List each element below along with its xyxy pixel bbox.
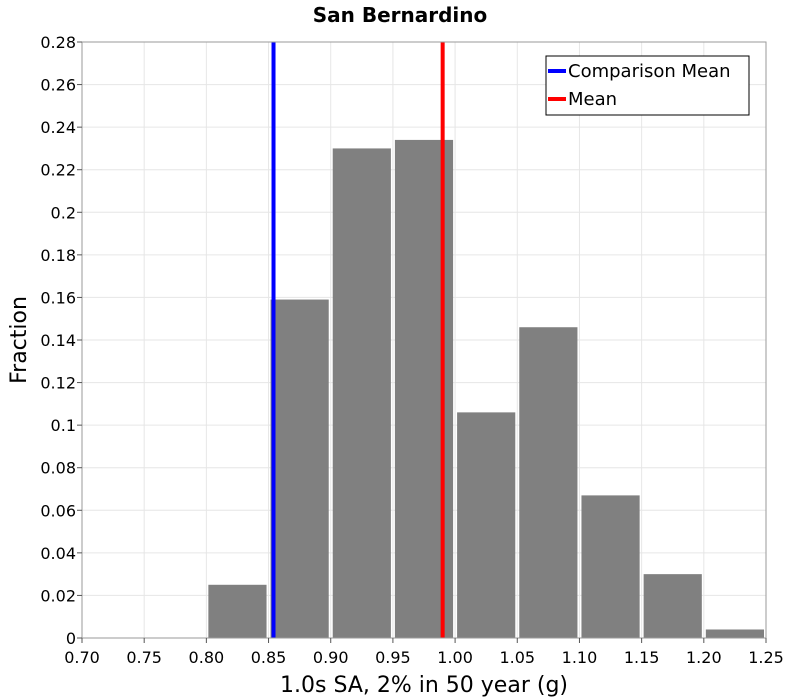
x-tick-label: 0.85 [251, 648, 287, 667]
histogram-bar [270, 299, 329, 638]
reference-lines [271, 42, 445, 638]
y-tick-label: 0.24 [40, 118, 76, 137]
histogram-bar [581, 495, 640, 638]
y-tick-label: 0.16 [40, 288, 76, 307]
x-tick-label: 1.25 [748, 648, 784, 667]
x-tick-label: 1.05 [499, 648, 535, 667]
chart-title: San Bernardino [313, 3, 488, 27]
x-axis-ticks: 0.70 0.75 0.80 0.85 0.90 0.95 1.00 1.05 1.10 1.15… [64, 638, 784, 667]
y-axis-label: Fraction [7, 296, 32, 384]
x-tick-label: 1.20 [686, 648, 722, 667]
x-tick-label: 0.75 [126, 648, 162, 667]
x-tick-label: 0.90 [313, 648, 349, 667]
legend-label: Comparison Mean [568, 61, 731, 82]
y-tick-label: 0.26 [40, 76, 76, 95]
y-tick-label: 0.1 [51, 416, 76, 435]
histogram-bars [208, 139, 764, 638]
x-tick-label: 0.80 [189, 648, 225, 667]
histogram-bar [457, 412, 516, 638]
x-tick-label: 0.70 [64, 648, 100, 667]
y-tick-label: 0.04 [40, 544, 76, 563]
y-tick-label: 0.08 [40, 459, 76, 478]
y-tick-label: 0.18 [40, 246, 76, 265]
y-tick-label: 0.22 [40, 161, 76, 180]
x-tick-label: 0.95 [375, 648, 411, 667]
histogram-bar [643, 574, 702, 638]
histogram-bar [208, 584, 267, 638]
x-tick-label: 1.00 [437, 648, 473, 667]
histogram-bar [705, 629, 764, 638]
y-tick-label: 0 [66, 629, 76, 648]
y-axis-ticks: 0 0.02 0.04 0.06 0.08 0.1 0.12 0.14 0.16 0.18 0.2 0… [40, 33, 82, 648]
histogram-bar [332, 148, 391, 638]
y-tick-label: 0.28 [40, 33, 76, 52]
x-tick-label: 1.15 [624, 648, 660, 667]
y-tick-label: 0.02 [40, 586, 76, 605]
y-tick-label: 0.12 [40, 374, 76, 393]
legend-box [545, 55, 750, 116]
y-tick-label: 0.14 [40, 331, 76, 350]
y-tick-label: 0.2 [51, 203, 76, 222]
x-axis-label: 1.0s SA, 2% in 50 year (g) [280, 673, 568, 698]
legend: Comparison Mean Mean [545, 55, 750, 116]
x-tick-label: 1.10 [562, 648, 598, 667]
y-tick-label: 0.06 [40, 501, 76, 520]
legend-label: Mean [568, 89, 617, 110]
histogram-bar [519, 327, 578, 638]
